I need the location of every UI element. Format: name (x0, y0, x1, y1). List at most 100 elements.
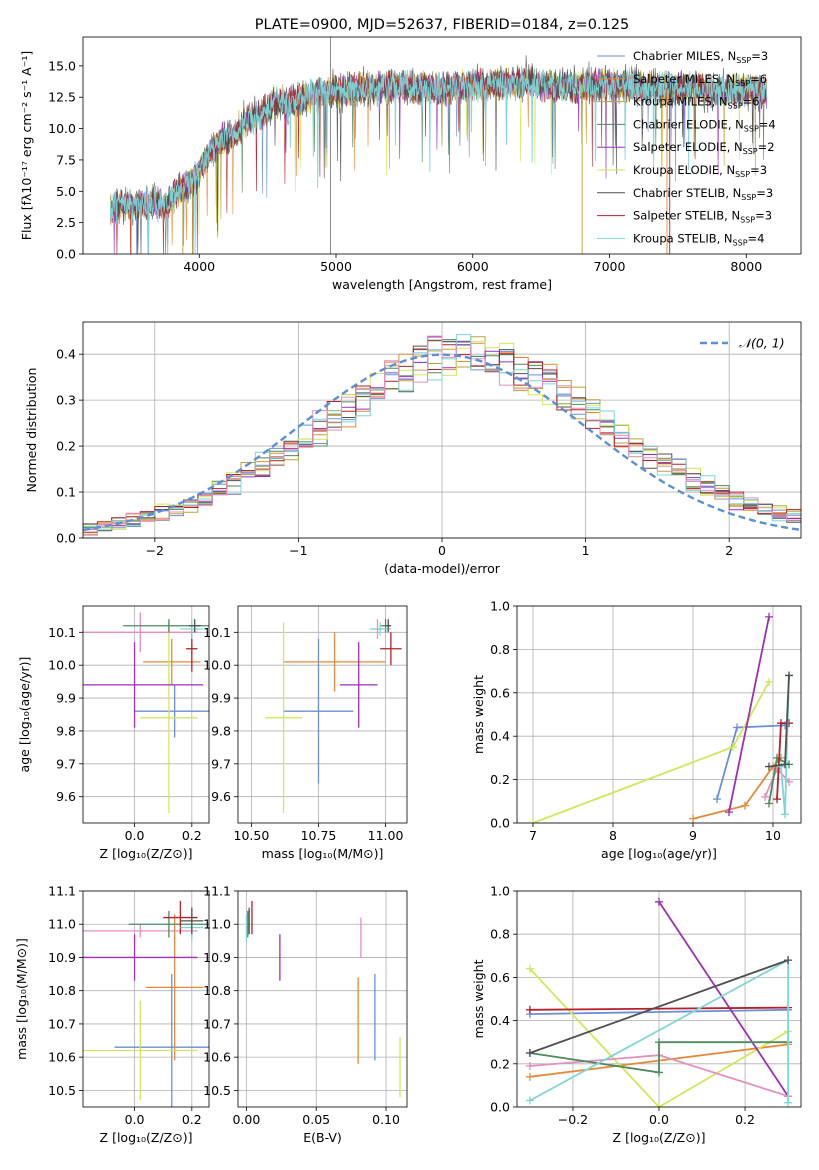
errorbars (245, 900, 401, 1098)
legend: Chabrier MILES, NSSP=3 Salpeter MILES, NS… (597, 49, 776, 247)
z-age-panel: 0.0 0.2 9.6 9.7 9.8 9.9 10.0 10.1 Z [log₁₀(Z/Z⊙)… (17, 605, 210, 861)
y-tick-label: 0.1 (56, 485, 76, 500)
y-axis-label: mass weight (471, 959, 486, 1038)
x-tick-label: −1 (289, 543, 307, 558)
legend-entry: Chabrier ELODIE, NSSP=4 (633, 117, 776, 133)
weight-series (529, 968, 789, 1107)
errorbar-point (128, 910, 209, 938)
y-tick-label: 10.6 (203, 1050, 231, 1065)
weight-marker (689, 814, 697, 823)
z-mass-panel: 0.0 0.2 10.5 10.6 10.7 10.8 10.9 11.0 11.1 Z [log… (14, 884, 210, 1145)
weight-marker (655, 897, 663, 906)
errorbar-point (369, 622, 391, 636)
errorbar-point (114, 974, 209, 1107)
weight-marker (525, 1096, 534, 1105)
y-tick-label: 0.6 (490, 685, 510, 700)
x-tick-label: 0.2 (182, 1112, 202, 1127)
legend-entry: Chabrier MILES, NSSP=3 (633, 49, 768, 65)
y-tick-label: 10.0 (203, 658, 231, 673)
y-tick-label: 9.6 (211, 789, 231, 804)
spectrum-lines (109, 37, 768, 254)
axes-frame (237, 605, 408, 824)
weight-marker (655, 1068, 663, 1077)
y-tick-label: 11.1 (203, 884, 231, 899)
legend-entry: Kroupa ELODIE, NSSP=3 (633, 163, 767, 179)
weight-marker (725, 808, 733, 817)
weight-marker (765, 762, 773, 771)
legend-entry: Salpeter ELODIE, NSSP=2 (633, 140, 775, 156)
y-tick-label: 9.9 (211, 691, 231, 706)
weight-marker (765, 799, 773, 808)
weight-marker (784, 956, 793, 965)
y-tick-label: 11.0 (48, 917, 76, 932)
errorbars (264, 619, 402, 814)
weight-series (728, 616, 770, 813)
spectrum-panel: 4000 5000 6000 7000 8000 0.0 2.5 5.0 7.5 10.0 12.5… (19, 17, 802, 292)
weight-marker (781, 760, 789, 769)
weight-marker (785, 671, 793, 680)
x-axis-label: Z [log₁₀(Z/Z⊙)] (613, 1130, 706, 1145)
ebv-mass-panel: 0.00 0.05 0.10 10.5 10.6 10.7 10.8 10.9 11.0 11.1… (203, 884, 408, 1145)
y-tick-label: 11.0 (203, 917, 231, 932)
y-axis-label: Normed distribution (24, 368, 39, 493)
y-tick-label: 0.8 (490, 927, 510, 942)
x-axis-label: Z [log₁₀(Z/Z⊙)] (100, 1130, 193, 1145)
x-tick-label: 5000 (320, 259, 352, 274)
gaussian-curve (83, 353, 801, 532)
y-tick-label: 0.0 (490, 816, 510, 831)
residual-panel: −2 −1 0 1 2 0.0 0.1 0.2 0.3 0.4 (data-model)/error… (24, 321, 802, 576)
x-tick-label: 7000 (594, 259, 626, 274)
y-tick-label: 0.0 (56, 247, 76, 262)
errorbar-point (180, 907, 204, 935)
weight-marker (781, 810, 789, 819)
y-tick-label: 10.5 (48, 1083, 76, 1098)
y-tick-label: 10.9 (203, 950, 231, 965)
weight-lines (529, 612, 793, 823)
y-tick-label: 12.5 (48, 90, 76, 105)
y-tick-label: 0.0 (490, 1100, 510, 1115)
weight-marker (529, 819, 537, 823)
x-axis-label: E(B-V) (303, 1130, 342, 1145)
x-tick-label: 0.10 (372, 1112, 400, 1127)
axes-frame (82, 36, 802, 255)
y-tick-label: 0.2 (490, 1056, 510, 1071)
y-axis-label: mass weight (471, 675, 486, 754)
x-tick-label: 10.50 (234, 828, 270, 843)
y-tick-label: 10.8 (203, 983, 231, 998)
axes-frame (82, 890, 210, 1108)
weight-marker (525, 1005, 534, 1014)
weight-series (658, 901, 789, 1097)
x-axis-label: Z [log₁₀(Z/Z⊙)] (100, 846, 193, 861)
y-tick-label: 9.7 (211, 756, 231, 771)
y-tick-label: 9.8 (56, 723, 76, 738)
y-tick-label: 0.6 (490, 970, 510, 985)
mass-age-panel: 10.50 10.75 11.00 9.6 9.7 9.8 9.9 10.0 10.1 mass … (203, 605, 408, 861)
x-axis-label: age [log₁₀(age/yr)] (601, 846, 717, 861)
histogram-series (83, 335, 801, 538)
y-tick-label: 10.5 (203, 1083, 231, 1098)
x-tick-label: 2 (725, 543, 733, 558)
x-tick-label: 0.05 (302, 1112, 330, 1127)
histograms (83, 334, 801, 538)
errorbar-point (123, 619, 209, 633)
axes-frame (82, 321, 802, 539)
weight-marker (773, 795, 781, 804)
y-tick-label: 0.3 (56, 393, 76, 408)
y-tick-label: 9.6 (56, 789, 76, 804)
y-tick-label: 0.0 (56, 531, 76, 546)
spectrum-line (109, 65, 768, 254)
weight-marker (655, 1038, 663, 1047)
errorbar-point (83, 1000, 198, 1101)
x-tick-label: 0.00 (232, 1112, 260, 1127)
errorbar-point (134, 684, 209, 738)
x-axis-label: mass [log₁₀(M/M⊙)] (262, 846, 384, 861)
errorbar-point (264, 622, 303, 814)
y-tick-label: 1.0 (490, 599, 510, 614)
errorbars (83, 900, 209, 1107)
weight-lines (525, 897, 793, 1107)
weight-marker (525, 1061, 534, 1070)
x-tick-label: −0.2 (558, 1112, 588, 1127)
x-tick-label: 0.0 (125, 828, 145, 843)
y-tick-label: 10.0 (48, 658, 76, 673)
errorbar-point (83, 642, 204, 728)
